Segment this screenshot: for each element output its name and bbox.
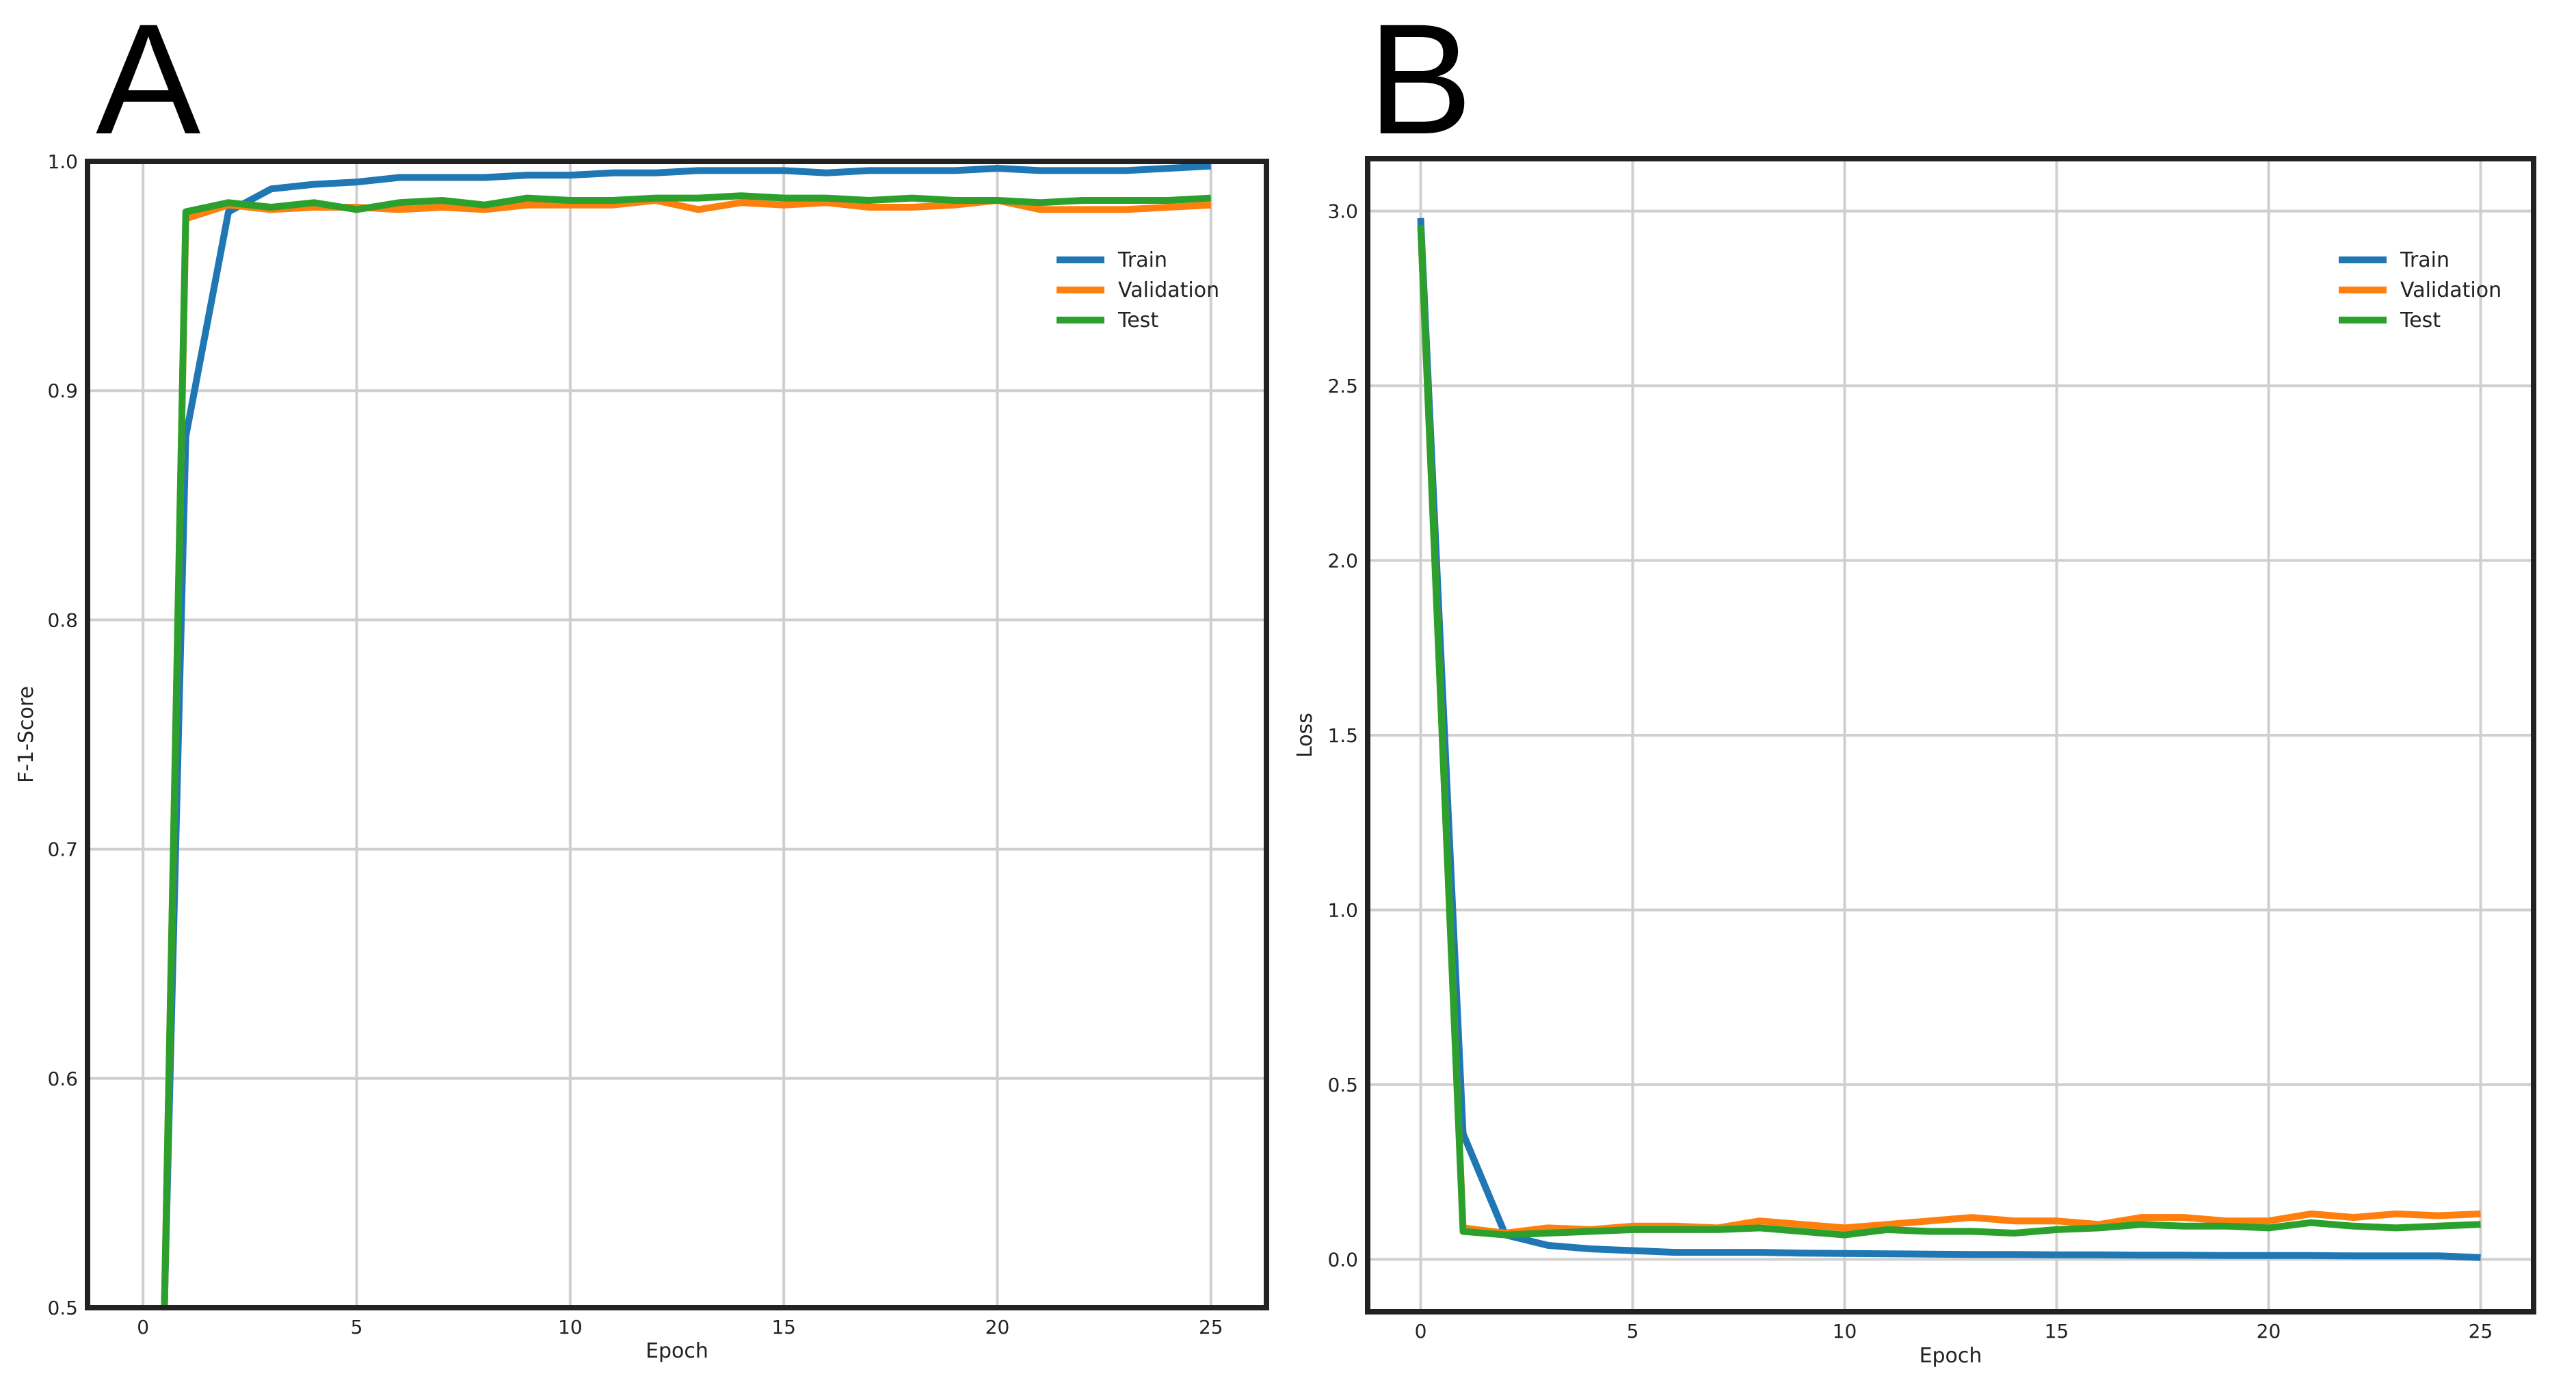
panel-letter: A [96, 0, 200, 167]
legend: Train Validation Test [2339, 248, 2501, 332]
series-line-test [161, 192, 1212, 1308]
y-tick-label: 2.0 [1327, 550, 1358, 572]
y-tick-label: 0.0 [1327, 1248, 1358, 1271]
legend-label-test: Test [1117, 308, 1158, 332]
x-tick-label: 25 [2469, 1320, 2493, 1343]
plot-frame [85, 159, 1269, 1310]
x-tick-label: 10 [558, 1316, 583, 1338]
series-group [161, 162, 1212, 1308]
x-tick-label: 15 [771, 1316, 796, 1338]
y-tick-label: 0.5 [1327, 1074, 1358, 1096]
x-tick-label: 5 [1627, 1320, 1639, 1343]
x-tick-label: 15 [2045, 1320, 2069, 1343]
y-tick-label: 1.5 [1327, 724, 1358, 747]
x-tick-label: 0 [137, 1316, 149, 1338]
x-axis-label: Epoch [1920, 1344, 1982, 1368]
y-tick-label: 0.7 [47, 838, 78, 861]
legend: Train Validation Test [1057, 248, 1219, 332]
y-axis-label: F-1-Score [14, 686, 38, 783]
y-tick-label: 0.8 [47, 609, 78, 631]
y-tick-label: 1.0 [1327, 899, 1358, 921]
legend-label-train: Train [2400, 248, 2449, 272]
y-tick-label: 0.9 [47, 380, 78, 402]
y-axis-label: Loss [1293, 713, 1317, 758]
y-tick-label: 3.0 [1327, 200, 1358, 223]
x-tick-label: 25 [1199, 1316, 1223, 1338]
series-group [1417, 217, 2481, 1261]
series-line-test [1417, 224, 2481, 1239]
legend-label-validation: Validation [2400, 278, 2501, 302]
x-tick-label: 0 [1415, 1320, 1427, 1343]
legend-label-validation: Validation [1118, 278, 1219, 302]
y-tick-label: 0.5 [47, 1297, 78, 1319]
y-tick-label: 1.0 [47, 150, 78, 173]
legend-label-train: Train [1117, 248, 1167, 272]
x-tick-label: 20 [2257, 1320, 2281, 1343]
x-tick-label: 20 [985, 1316, 1010, 1338]
x-tick-label: 10 [1833, 1320, 1857, 1343]
panel-a: A 0 5 10 15 20 25 0.5 0.6 0.7 0.8 0.9 1.0 Epoch F-1-Sc… [14, 0, 1269, 1363]
y-tick-label: 2.5 [1327, 375, 1358, 397]
series-line-train [1417, 217, 2481, 1261]
legend-label-test: Test [2400, 308, 2441, 332]
x-axis-label: Epoch [646, 1339, 708, 1363]
plot-frame [1365, 156, 2536, 1315]
panel-letter: B [1368, 0, 1472, 167]
x-tick-label: 5 [351, 1316, 363, 1338]
panel-b: B 0 5 10 15 20 25 0.0 0.5 1.0 1.5 2.0 2.5 3.0 Epoch Los… [1293, 0, 2536, 1368]
series-line-train [161, 162, 1212, 1308]
y-tick-label: 0.6 [47, 1068, 78, 1090]
